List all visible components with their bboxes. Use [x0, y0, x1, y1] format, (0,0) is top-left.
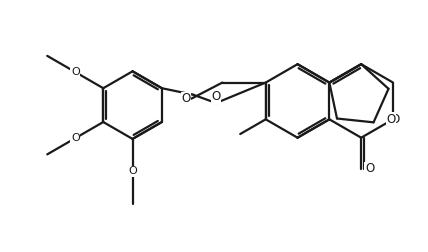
Text: O: O — [181, 92, 190, 105]
Text: O: O — [390, 113, 400, 126]
Text: O: O — [211, 90, 221, 103]
Text: O: O — [71, 133, 80, 143]
Text: O: O — [71, 67, 80, 77]
Text: O: O — [364, 163, 373, 175]
Text: O: O — [128, 166, 137, 176]
Text: O: O — [366, 163, 375, 175]
Text: O: O — [386, 113, 395, 126]
